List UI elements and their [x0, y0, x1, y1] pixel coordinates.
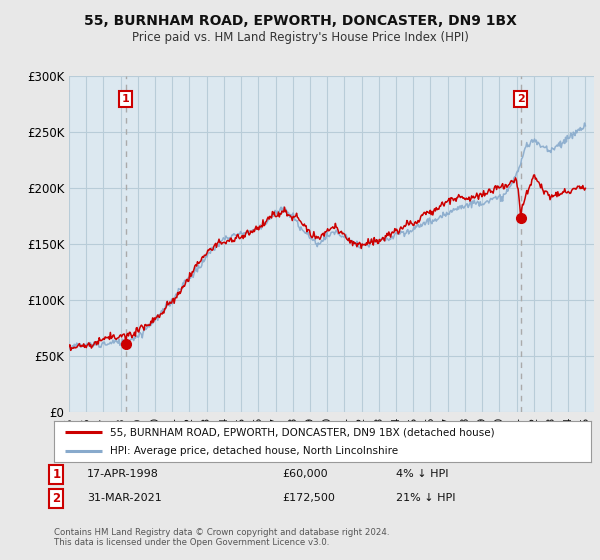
Text: 55, BURNHAM ROAD, EPWORTH, DONCASTER, DN9 1BX (detached house): 55, BURNHAM ROAD, EPWORTH, DONCASTER, DN…	[110, 427, 495, 437]
Text: 2: 2	[517, 94, 525, 104]
Text: 2: 2	[52, 492, 61, 505]
Text: 31-MAR-2021: 31-MAR-2021	[87, 493, 162, 503]
Text: 4% ↓ HPI: 4% ↓ HPI	[396, 469, 449, 479]
Text: £60,000: £60,000	[282, 469, 328, 479]
Text: 1: 1	[122, 94, 130, 104]
Text: 21% ↓ HPI: 21% ↓ HPI	[396, 493, 455, 503]
Text: Contains HM Land Registry data © Crown copyright and database right 2024.
This d: Contains HM Land Registry data © Crown c…	[54, 528, 389, 547]
Text: 55, BURNHAM ROAD, EPWORTH, DONCASTER, DN9 1BX: 55, BURNHAM ROAD, EPWORTH, DONCASTER, DN…	[83, 14, 517, 28]
Text: Price paid vs. HM Land Registry's House Price Index (HPI): Price paid vs. HM Land Registry's House …	[131, 31, 469, 44]
Text: 17-APR-1998: 17-APR-1998	[87, 469, 159, 479]
Text: 1: 1	[52, 468, 61, 481]
Text: HPI: Average price, detached house, North Lincolnshire: HPI: Average price, detached house, Nort…	[110, 446, 398, 456]
Text: £172,500: £172,500	[282, 493, 335, 503]
